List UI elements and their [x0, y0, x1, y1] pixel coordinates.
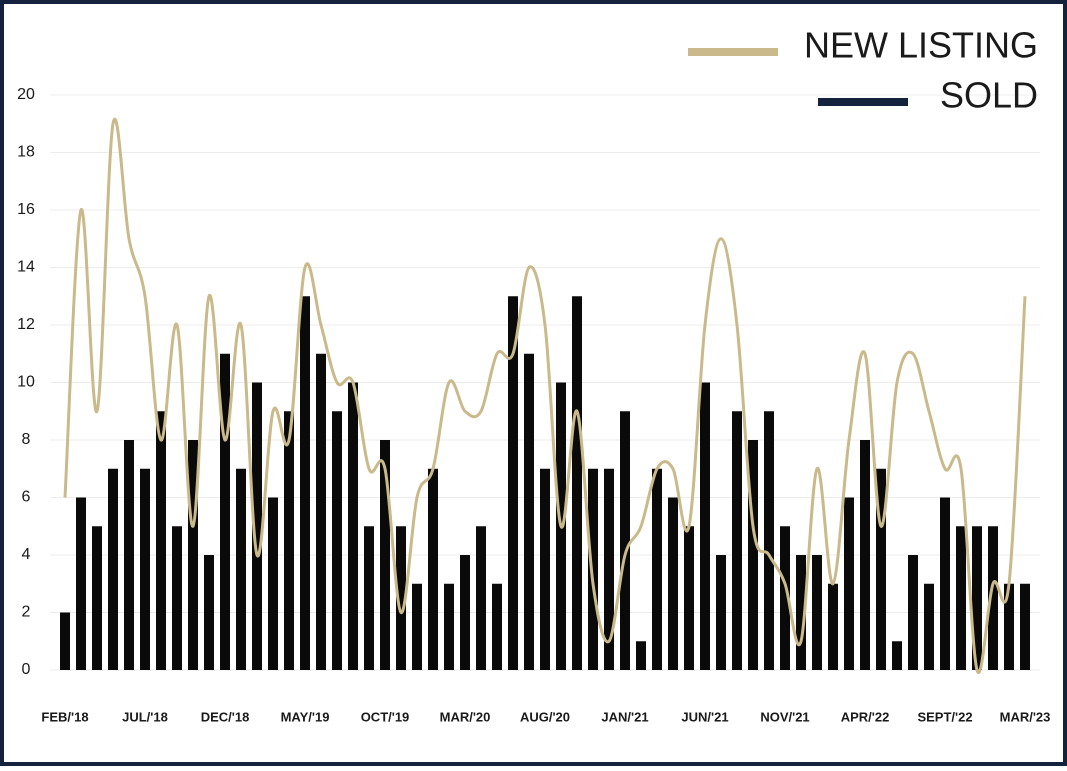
bar	[860, 440, 870, 670]
bar	[908, 555, 918, 670]
bar	[876, 468, 886, 670]
y-tick-label: 20	[17, 86, 35, 103]
bar	[204, 555, 214, 670]
x-tick-label: MAR/'20	[440, 709, 491, 724]
bar	[604, 468, 614, 670]
bar	[92, 526, 102, 670]
bar	[252, 382, 262, 670]
bar	[796, 555, 806, 670]
bar	[412, 583, 422, 670]
bar	[220, 353, 230, 670]
bar	[716, 555, 726, 670]
bar	[668, 497, 678, 670]
bar	[540, 468, 550, 670]
bar	[780, 526, 790, 670]
bar	[284, 411, 294, 670]
x-tick-label: DEC/'18	[201, 709, 250, 724]
y-tick-label: 4	[22, 546, 31, 563]
y-tick-label: 18	[17, 144, 35, 161]
legend-label: SOLD	[940, 75, 1038, 116]
x-tick-label: JAN/'21	[601, 709, 648, 724]
bar	[956, 526, 966, 670]
x-tick-label: JUL/'18	[122, 709, 168, 724]
x-tick-label: OCT/'19	[361, 709, 410, 724]
bar	[940, 497, 950, 670]
bar	[988, 526, 998, 670]
bar	[124, 440, 134, 670]
bar	[652, 468, 662, 670]
bar	[140, 468, 150, 670]
bar	[620, 411, 630, 670]
y-tick-label: 12	[17, 316, 35, 333]
y-tick-label: 14	[17, 259, 35, 276]
bar	[524, 353, 534, 670]
y-tick-label: 6	[22, 489, 31, 506]
y-tick-label: 16	[17, 201, 35, 218]
bar	[60, 612, 70, 670]
bar	[700, 382, 710, 670]
bar	[348, 382, 358, 670]
y-tick-label: 8	[22, 431, 31, 448]
bar	[924, 583, 934, 670]
x-tick-label: MAY/'19	[281, 709, 330, 724]
bar	[684, 526, 694, 670]
y-tick-label: 10	[17, 374, 35, 391]
x-tick-label: JUN/'21	[681, 709, 728, 724]
bar	[364, 526, 374, 670]
bar	[508, 296, 518, 670]
bar	[844, 497, 854, 670]
bar	[764, 411, 774, 670]
y-tick-label: 0	[22, 661, 31, 678]
bar	[1004, 583, 1014, 670]
bar	[76, 497, 86, 670]
bar	[732, 411, 742, 670]
bar	[972, 526, 982, 670]
bar	[396, 526, 406, 670]
bar	[316, 353, 326, 670]
bar	[428, 468, 438, 670]
bar	[156, 411, 166, 670]
x-tick-label: NOV/'21	[760, 709, 809, 724]
bar	[300, 296, 310, 670]
bar	[812, 555, 822, 670]
line	[63, 118, 1027, 675]
bar	[1020, 583, 1030, 670]
bar	[460, 555, 470, 670]
legend-label: NEW LISTING	[804, 25, 1038, 66]
x-tick-label: APR/'22	[841, 709, 890, 724]
bar	[108, 468, 118, 670]
bar	[476, 526, 486, 670]
bar	[172, 526, 182, 670]
bar	[492, 583, 502, 670]
bar	[188, 440, 198, 670]
bar	[236, 468, 246, 670]
x-tick-label: SEPT/'22	[917, 709, 972, 724]
x-tick-label: FEB/'18	[41, 709, 88, 724]
x-tick-label: MAR/'23	[1000, 709, 1051, 724]
bar	[444, 583, 454, 670]
bar	[892, 641, 902, 670]
bar	[572, 296, 582, 670]
bar	[332, 411, 342, 670]
bar	[636, 641, 646, 670]
y-tick-label: 2	[22, 604, 31, 621]
bar	[268, 497, 278, 670]
bar	[828, 583, 838, 670]
bar	[380, 440, 390, 670]
x-tick-label: AUG/'20	[520, 709, 570, 724]
bar	[748, 440, 758, 670]
bar	[588, 468, 598, 670]
